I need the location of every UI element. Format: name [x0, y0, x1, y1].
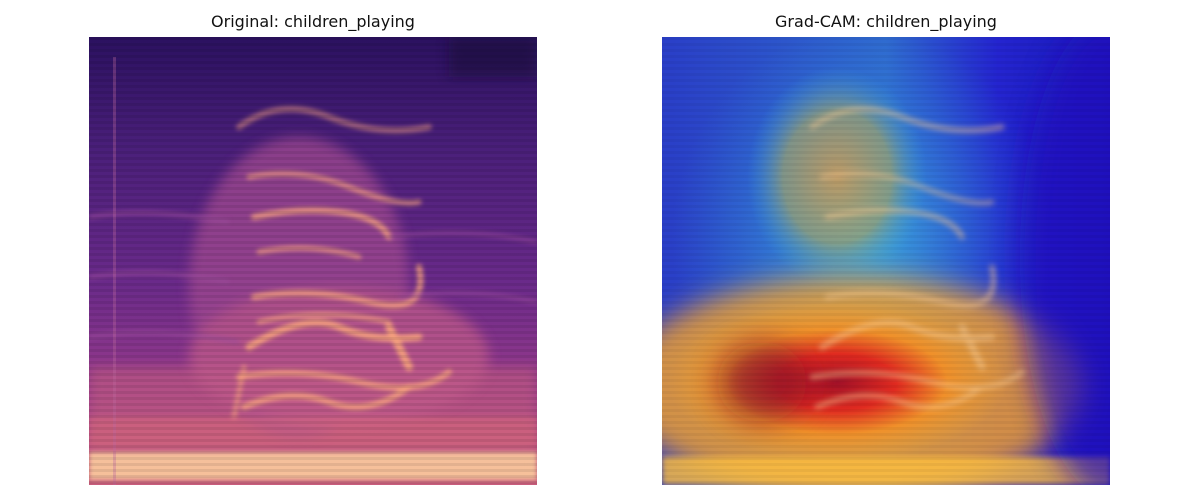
gradcam-heatmap-image	[662, 37, 1110, 485]
gradcam-panel-title: Grad-CAM: children_playing	[775, 12, 997, 31]
original-spectrogram-image	[89, 37, 537, 485]
original-panel-title: Original: children_playing	[211, 12, 415, 31]
